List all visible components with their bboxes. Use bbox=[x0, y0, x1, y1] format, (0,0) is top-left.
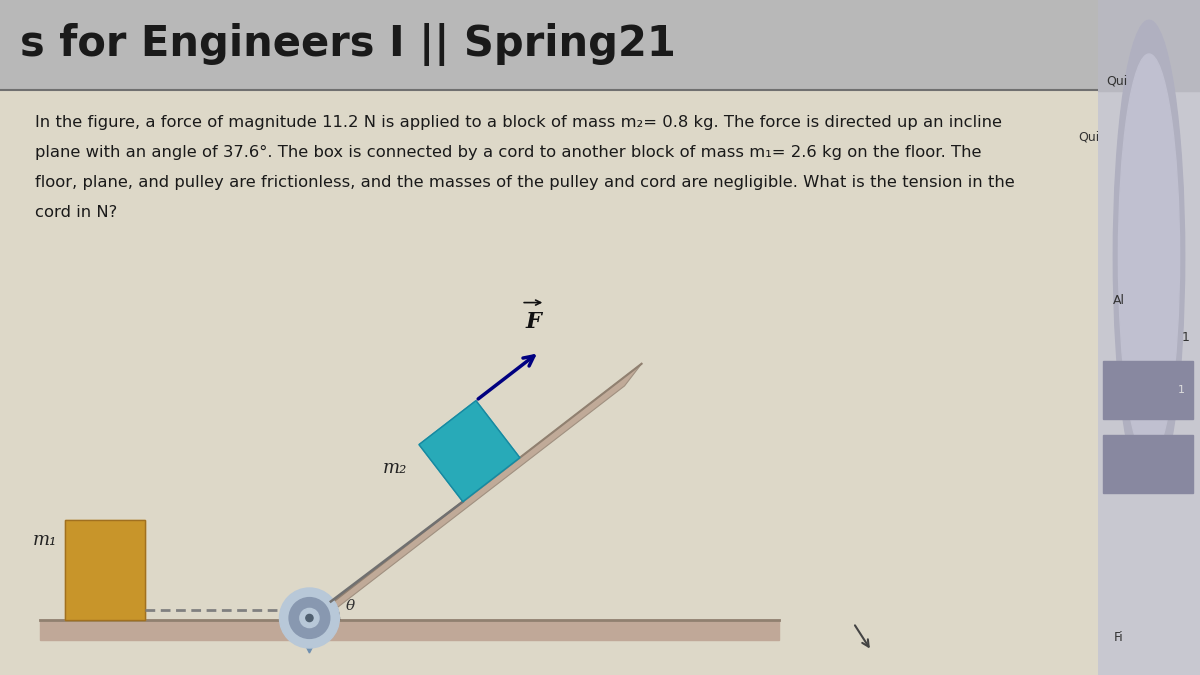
Bar bbox=[65, 520, 145, 620]
Polygon shape bbox=[293, 364, 642, 642]
Circle shape bbox=[1118, 54, 1180, 459]
Bar bbox=[0, 90, 1098, 675]
Circle shape bbox=[306, 614, 313, 622]
Text: plane with an angle of 37.6°. The box is connected by a cord to another block of: plane with an angle of 37.6°. The box is… bbox=[35, 145, 982, 160]
Text: θ: θ bbox=[346, 599, 354, 613]
Circle shape bbox=[1114, 20, 1184, 493]
Text: 1: 1 bbox=[1177, 385, 1184, 395]
Circle shape bbox=[280, 588, 340, 648]
Text: Qui: Qui bbox=[1106, 74, 1128, 88]
Text: m₂: m₂ bbox=[383, 459, 407, 477]
Polygon shape bbox=[419, 401, 520, 502]
Text: floor, plane, and pulley are frictionless, and the masses of the pulley and cord: floor, plane, and pulley are frictionles… bbox=[35, 175, 1015, 190]
Text: cord in N?: cord in N? bbox=[35, 205, 118, 220]
Bar bbox=[65, 520, 145, 620]
Text: F: F bbox=[526, 310, 541, 333]
Bar bbox=[1103, 361, 1193, 418]
Bar bbox=[1103, 435, 1193, 493]
Text: Fi: Fi bbox=[1114, 631, 1123, 645]
Text: In the figure, a force of magnitude 11.2 N is applied to a block of mass m₂= 0.8: In the figure, a force of magnitude 11.2… bbox=[35, 115, 1002, 130]
Text: s for Engineers I || Spring21: s for Engineers I || Spring21 bbox=[20, 24, 676, 67]
Bar bbox=[0, 0, 1098, 90]
Bar bbox=[1098, 0, 1200, 91]
Text: m₁: m₁ bbox=[32, 531, 56, 549]
Polygon shape bbox=[292, 618, 328, 653]
Text: Qui: Qui bbox=[1078, 130, 1099, 143]
Text: Al: Al bbox=[1114, 294, 1126, 307]
Bar bbox=[40, 620, 779, 640]
Circle shape bbox=[300, 608, 319, 628]
Text: 1: 1 bbox=[1182, 331, 1189, 344]
Circle shape bbox=[289, 597, 330, 639]
